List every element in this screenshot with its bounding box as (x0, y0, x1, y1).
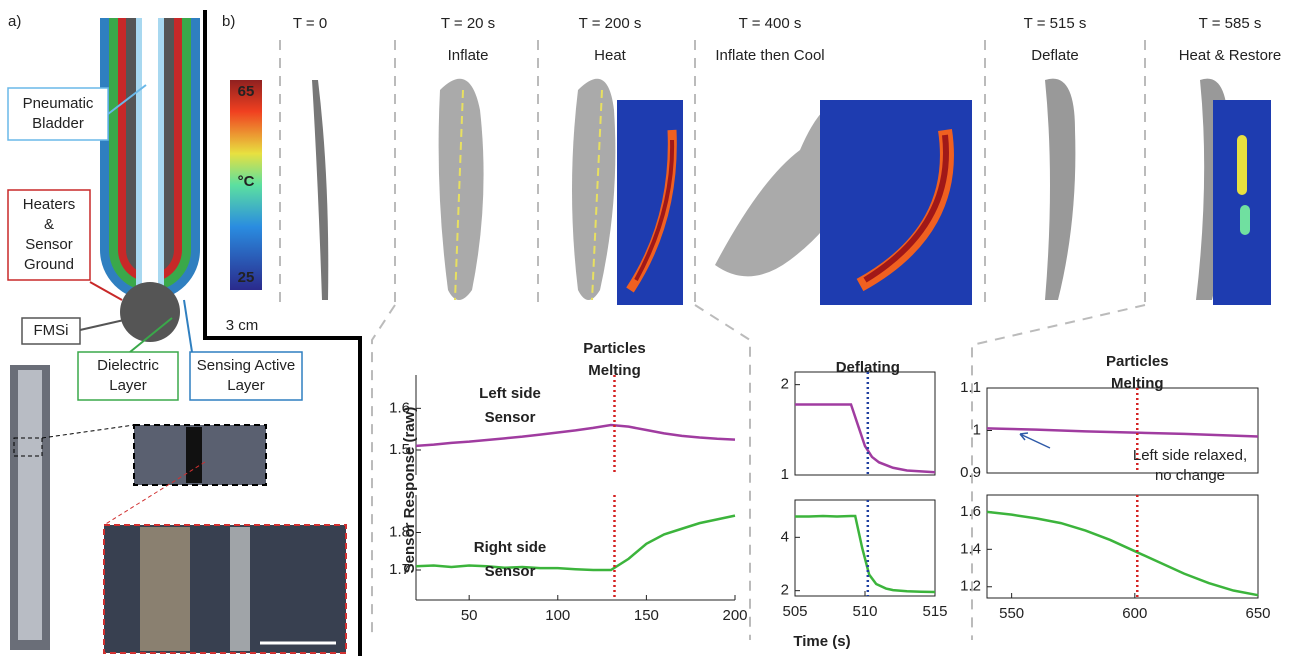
callout-box (7, 87, 109, 141)
callout-text: FMSi (34, 322, 69, 339)
annotation: no change (1155, 467, 1225, 484)
callout-text: Sensor (25, 236, 73, 253)
callout-text: Sensing Active (197, 357, 295, 374)
annotation: Left side (479, 385, 541, 402)
snapshot-action: Inflate then Cool (715, 47, 824, 64)
callout-box (77, 351, 179, 401)
y-tick-label: 1.4 (960, 540, 981, 557)
callout-text: Heaters (23, 196, 76, 213)
x-tick-label: 150 (634, 607, 659, 624)
callout-text: Dielectric (97, 357, 159, 374)
colorbar-tick: 25 (238, 269, 255, 286)
x-tick-label: 505 (782, 603, 807, 620)
annotation: Sensor (485, 409, 536, 426)
colorbar-label: °C (238, 173, 255, 190)
x-tick-label: 510 (852, 603, 877, 620)
y-tick-label: 1 (781, 466, 789, 483)
annotation-arrow (1019, 432, 1051, 449)
y-tick-label: 1.6 (389, 399, 410, 416)
panel-label: b) (222, 13, 235, 30)
callout-text: Pneumatic (23, 95, 94, 112)
snapshot-time: T = 0 (293, 15, 327, 32)
y-tick-label: 0.9 (960, 464, 981, 481)
panel-label: a) (8, 13, 21, 30)
panel-a-diagram (10, 10, 362, 656)
data-line (795, 403, 936, 474)
axes-box (986, 494, 1259, 599)
y-tick-label: 1.8 (389, 523, 410, 540)
y-tick-label: 1.1 (960, 379, 981, 396)
callout-box (7, 189, 91, 281)
x-tick-label: 200 (722, 607, 747, 624)
x-tick-label: 600 (1122, 605, 1147, 622)
data-line (795, 514, 936, 594)
callout-box (21, 317, 81, 345)
x-tick-label: 550 (999, 605, 1024, 622)
y-tick-label: 1 (973, 421, 981, 438)
scale-bar-label: 3 cm (226, 317, 259, 334)
snapshots (210, 40, 1271, 640)
x-tick-label: 50 (461, 607, 478, 624)
marker-label: Melting (1111, 375, 1164, 392)
y-tick-label: 2 (781, 582, 789, 599)
snapshot-time: T = 515 s (1024, 15, 1087, 32)
callout-text: Ground (24, 256, 74, 273)
x-tick-label: 100 (545, 607, 570, 624)
axes-box (794, 371, 936, 476)
snapshot-action: Heat & Restore (1179, 47, 1282, 64)
y-tick-label: 4 (781, 528, 789, 545)
marker-label: Deflating (836, 359, 900, 376)
annotation: Right side (474, 539, 547, 556)
annotation: Left side relaxed, (1133, 447, 1247, 464)
data-line (415, 514, 736, 572)
callout-box (189, 351, 303, 401)
data-line (986, 510, 1259, 597)
marker-label: Particles (583, 340, 646, 357)
callout-text: Bladder (32, 115, 84, 132)
callout-text: Layer (227, 377, 265, 394)
snapshot-time: T = 200 s (579, 15, 642, 32)
axes-box (794, 499, 936, 597)
snapshot-time: T = 20 s (441, 15, 495, 32)
x-tick-label: 515 (922, 603, 947, 620)
snapshot-time: T = 585 s (1199, 15, 1262, 32)
snapshot-time: T = 400 s (739, 15, 802, 32)
data-line (415, 423, 736, 448)
snapshot-action: Deflate (1031, 47, 1079, 64)
x-tick-label: 650 (1245, 605, 1270, 622)
annotation: Sensor (485, 563, 536, 580)
y-tick-label: 2 (781, 376, 789, 393)
y-tick-label: 1.2 (960, 578, 981, 595)
snapshot-action: Inflate (448, 47, 489, 64)
callout-text: & (44, 216, 54, 233)
y-tick-label: 1.7 (389, 561, 410, 578)
data-line (986, 427, 1259, 438)
x-axis-label: Time (s) (793, 633, 850, 650)
colorbar (230, 80, 262, 290)
y-axis-label: Sensor Response (raw) (401, 407, 418, 574)
snapshot-action: Heat (594, 47, 627, 64)
y-tick-label: 1.5 (389, 441, 410, 458)
marker-label: Particles (1106, 353, 1169, 370)
marker-label: Melting (588, 362, 641, 379)
colorbar-tick: 65 (238, 83, 255, 100)
callout-text: Layer (109, 377, 147, 394)
y-tick-label: 1.6 (960, 503, 981, 520)
